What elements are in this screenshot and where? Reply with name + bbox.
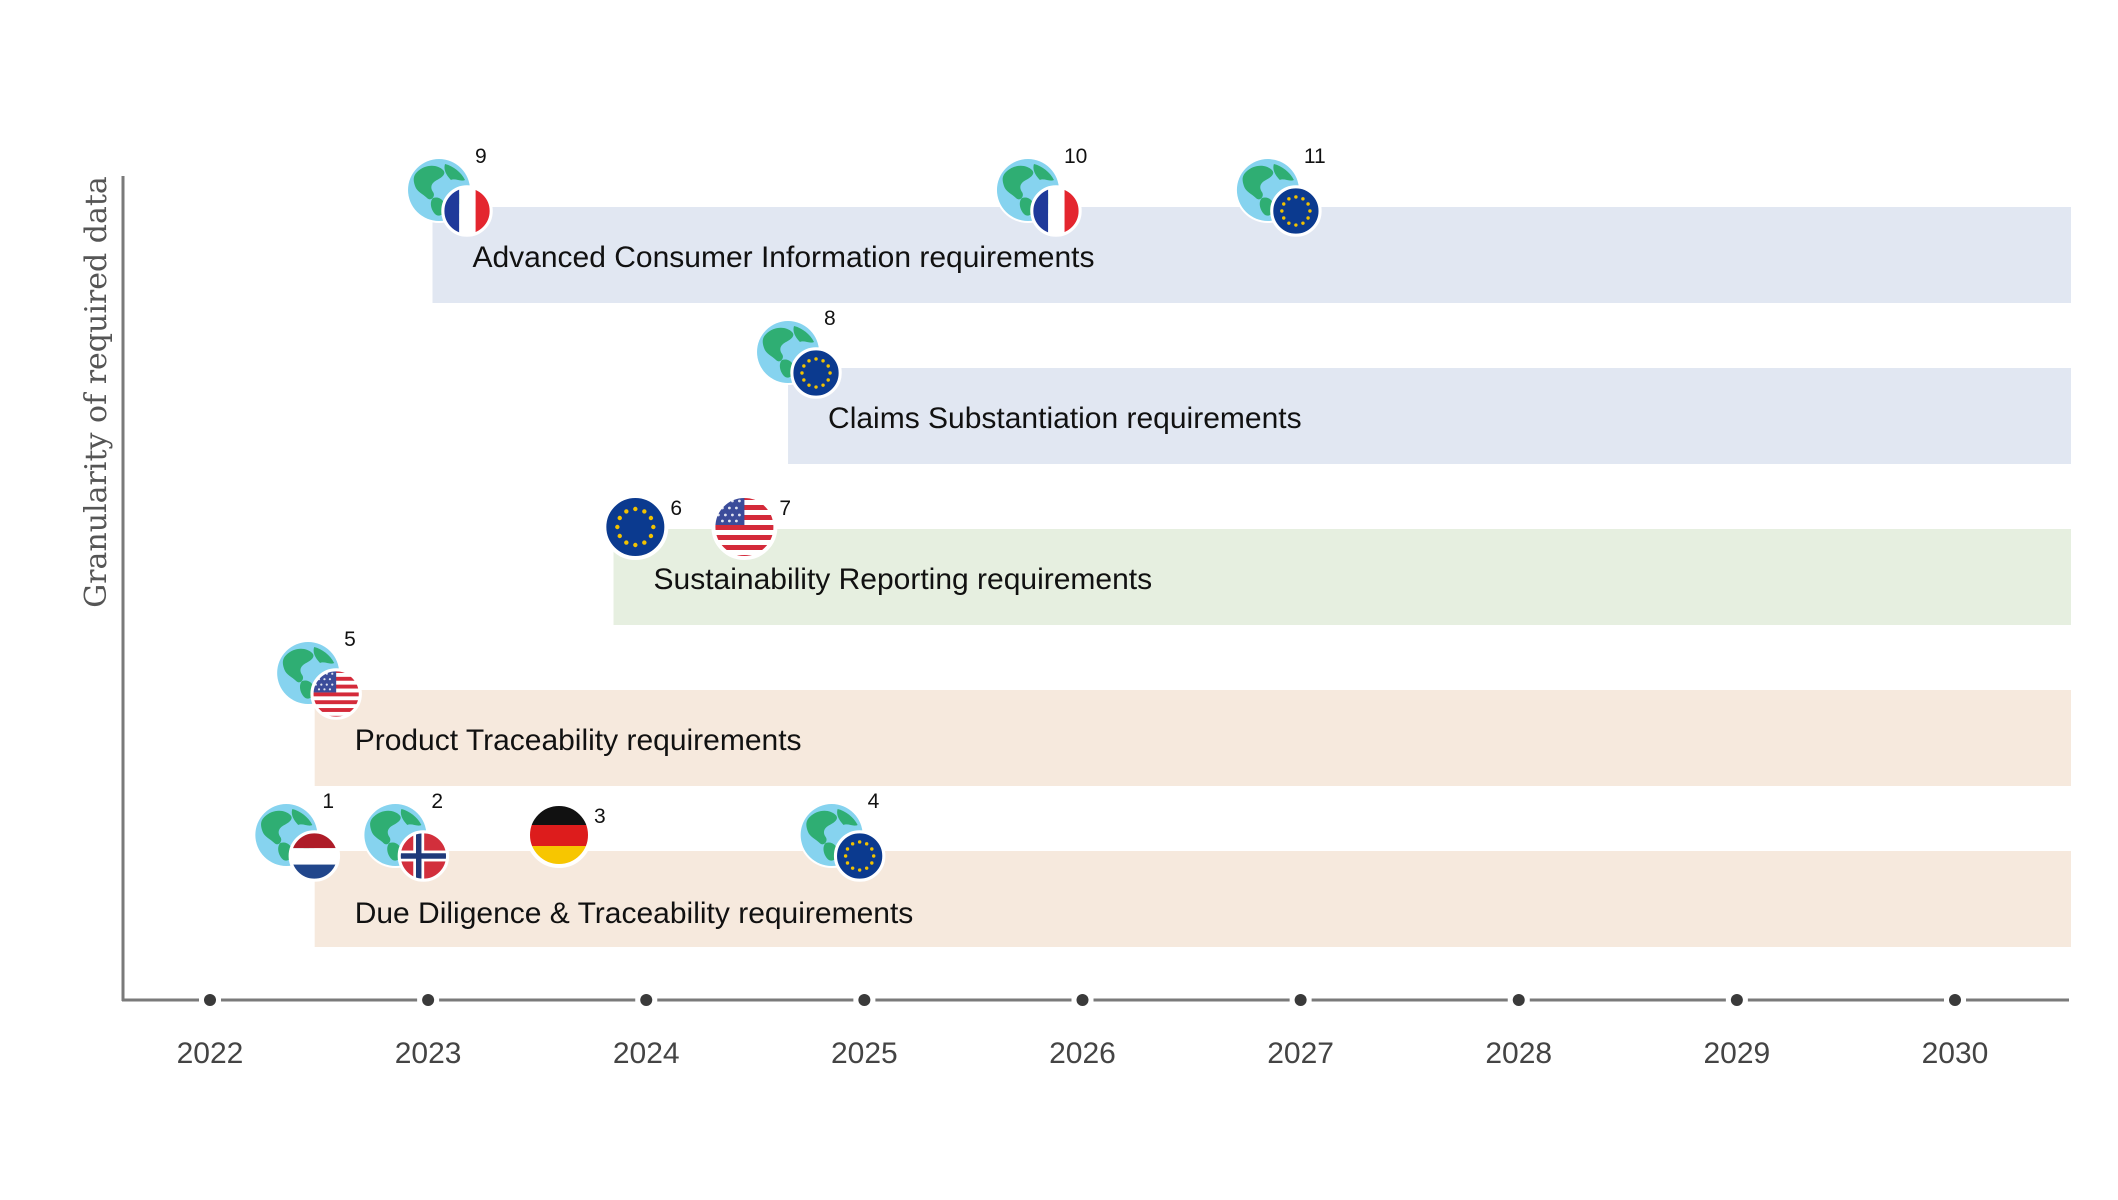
eu-flag-icon xyxy=(833,830,886,882)
germany-flag-icon xyxy=(527,803,591,868)
band-label-consumer: Advanced Consumer Information requiremen… xyxy=(472,241,1094,274)
tick-dot-2024 xyxy=(640,994,653,1006)
marker-3[interactable]: 3 xyxy=(527,803,606,868)
y-axis-label: Granularity of required data xyxy=(79,176,114,608)
usa-flag-icon xyxy=(311,669,361,720)
band-label-reporting: Sustainability Reporting requirements xyxy=(654,563,1153,596)
marker-number: 2 xyxy=(431,790,443,813)
france-flag-icon xyxy=(442,186,493,236)
eu-flag-icon xyxy=(790,347,842,399)
year-label-2028: 2028 xyxy=(1485,1037,1552,1070)
band-product xyxy=(314,690,2072,786)
marker-number: 1 xyxy=(322,790,334,813)
usa-flag-icon xyxy=(712,495,776,560)
tick-dot-2027 xyxy=(1294,994,1307,1006)
year-label-2029: 2029 xyxy=(1704,1037,1771,1070)
year-label-2030: 2030 xyxy=(1922,1037,1989,1070)
marker-9[interactable]: 9 xyxy=(406,145,493,236)
netherlands-flag-icon xyxy=(289,831,339,882)
marker-number: 5 xyxy=(344,628,356,651)
marker-number: 6 xyxy=(670,497,682,520)
marker-number: 10 xyxy=(1064,145,1087,168)
marker-11[interactable]: 11 xyxy=(1234,145,1326,237)
band-label-claims: Claims Substantiation requirements xyxy=(828,402,1302,435)
tick-dot-2025 xyxy=(858,994,871,1006)
x-axis-ticks: 2022 2023 2024 2025 2026 2027 2028 2029 2030 xyxy=(177,994,1989,1070)
band-claims xyxy=(788,368,2071,464)
marker-number: 7 xyxy=(779,497,791,520)
tick-dot-2029 xyxy=(1730,994,1743,1006)
marker-number: 3 xyxy=(594,805,606,828)
band-label-duediligence: Due Diligence & Traceability requirement… xyxy=(355,897,914,930)
tick-dot-2026 xyxy=(1076,994,1089,1006)
bands-layer: Advanced Consumer Information requiremen… xyxy=(314,207,2072,947)
marker-5[interactable]: 5 xyxy=(275,628,361,720)
tick-dot-2022 xyxy=(204,994,216,1006)
marker-6[interactable]: 6 xyxy=(602,494,682,560)
year-label-2027: 2027 xyxy=(1267,1037,1334,1070)
norway-flag-icon xyxy=(398,831,448,881)
year-label-2024: 2024 xyxy=(613,1037,680,1070)
marker-number: 9 xyxy=(475,145,487,168)
band-consumer xyxy=(432,207,2071,303)
eu-flag-icon xyxy=(1270,185,1322,237)
marker-4[interactable]: 4 xyxy=(798,790,886,882)
marker-8[interactable]: 8 xyxy=(755,307,842,399)
year-label-2023: 2023 xyxy=(395,1037,462,1070)
marker-number: 4 xyxy=(868,790,880,813)
tick-dot-2023 xyxy=(422,994,435,1006)
tick-dot-2030 xyxy=(1949,994,1961,1006)
marker-10[interactable]: 10 xyxy=(994,145,1087,236)
band-label-product: Product Traceability requirements xyxy=(355,724,802,757)
marker-number: 8 xyxy=(824,307,836,330)
france-flag-icon xyxy=(1031,186,1082,236)
marker-1[interactable]: 1 xyxy=(253,790,339,882)
band-reporting xyxy=(613,529,2071,625)
year-label-2022: 2022 xyxy=(177,1037,244,1070)
band-duediligence xyxy=(314,851,2072,947)
tick-dot-2028 xyxy=(1512,994,1525,1006)
marker-7[interactable]: 7 xyxy=(712,495,791,560)
markers-layer: 9 10 11 8 6 7 5 1 2 3 4 xyxy=(253,145,1326,882)
year-label-2025: 2025 xyxy=(831,1037,898,1070)
year-label-2026: 2026 xyxy=(1049,1037,1116,1070)
marker-number: 11 xyxy=(1304,145,1326,168)
marker-2[interactable]: 2 xyxy=(362,790,448,881)
eu-flag-icon xyxy=(602,494,669,560)
